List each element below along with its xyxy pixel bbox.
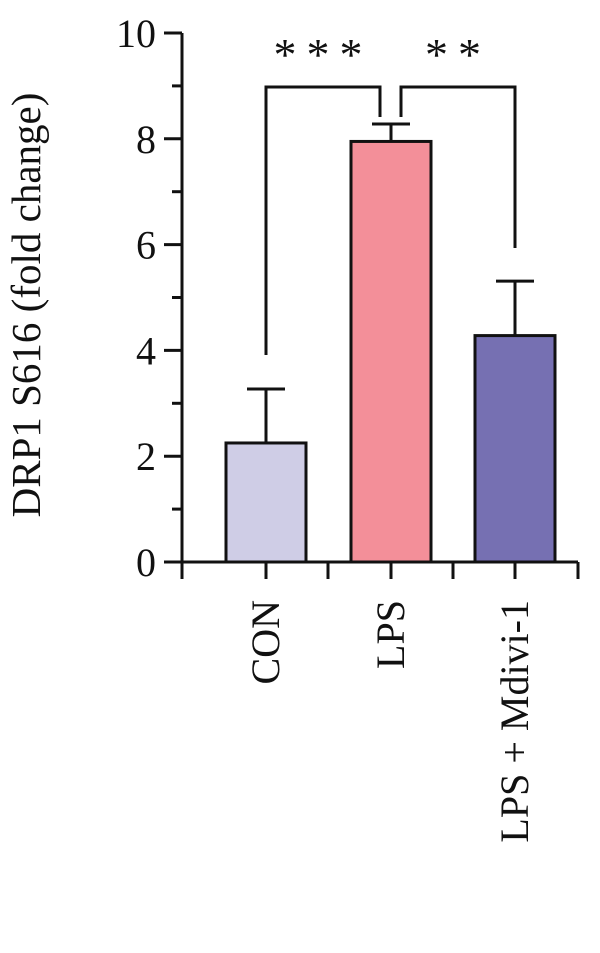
y-tick-label-0: 0 bbox=[136, 540, 156, 585]
significance-annotations: *** ** bbox=[264, 29, 517, 355]
x-tick-label-con: CON bbox=[243, 600, 288, 684]
y-axis: 0 2 4 6 8 10 bbox=[116, 11, 184, 585]
x-tick-label-lps-mdivi-1: LPS + Mdivi-1 bbox=[492, 600, 537, 843]
y-tick-label-4: 4 bbox=[136, 328, 156, 373]
bar-con bbox=[224, 441, 308, 564]
y-tick-label-10: 10 bbox=[116, 11, 156, 56]
y-tick-label-2: 2 bbox=[136, 434, 156, 479]
x-tick-label-lps: LPS bbox=[368, 600, 413, 669]
x-axis: CON LPS LPS + Mdivi-1 bbox=[164, 560, 580, 843]
significance-label-2: ** bbox=[425, 29, 491, 80]
significance-label-1: *** bbox=[274, 29, 373, 80]
y-tick-label-8: 8 bbox=[136, 117, 156, 162]
error-bars bbox=[247, 122, 534, 443]
significance-bracket-1 bbox=[264, 85, 382, 355]
bars bbox=[224, 139, 557, 564]
y-tick-label-6: 6 bbox=[136, 223, 156, 268]
bar-lps bbox=[349, 139, 433, 564]
significance-bracket-2 bbox=[399, 85, 517, 248]
y-axis-label: DRP1 S616 (fold change) bbox=[3, 93, 49, 518]
bar-lps-mdivi-1 bbox=[473, 334, 557, 564]
